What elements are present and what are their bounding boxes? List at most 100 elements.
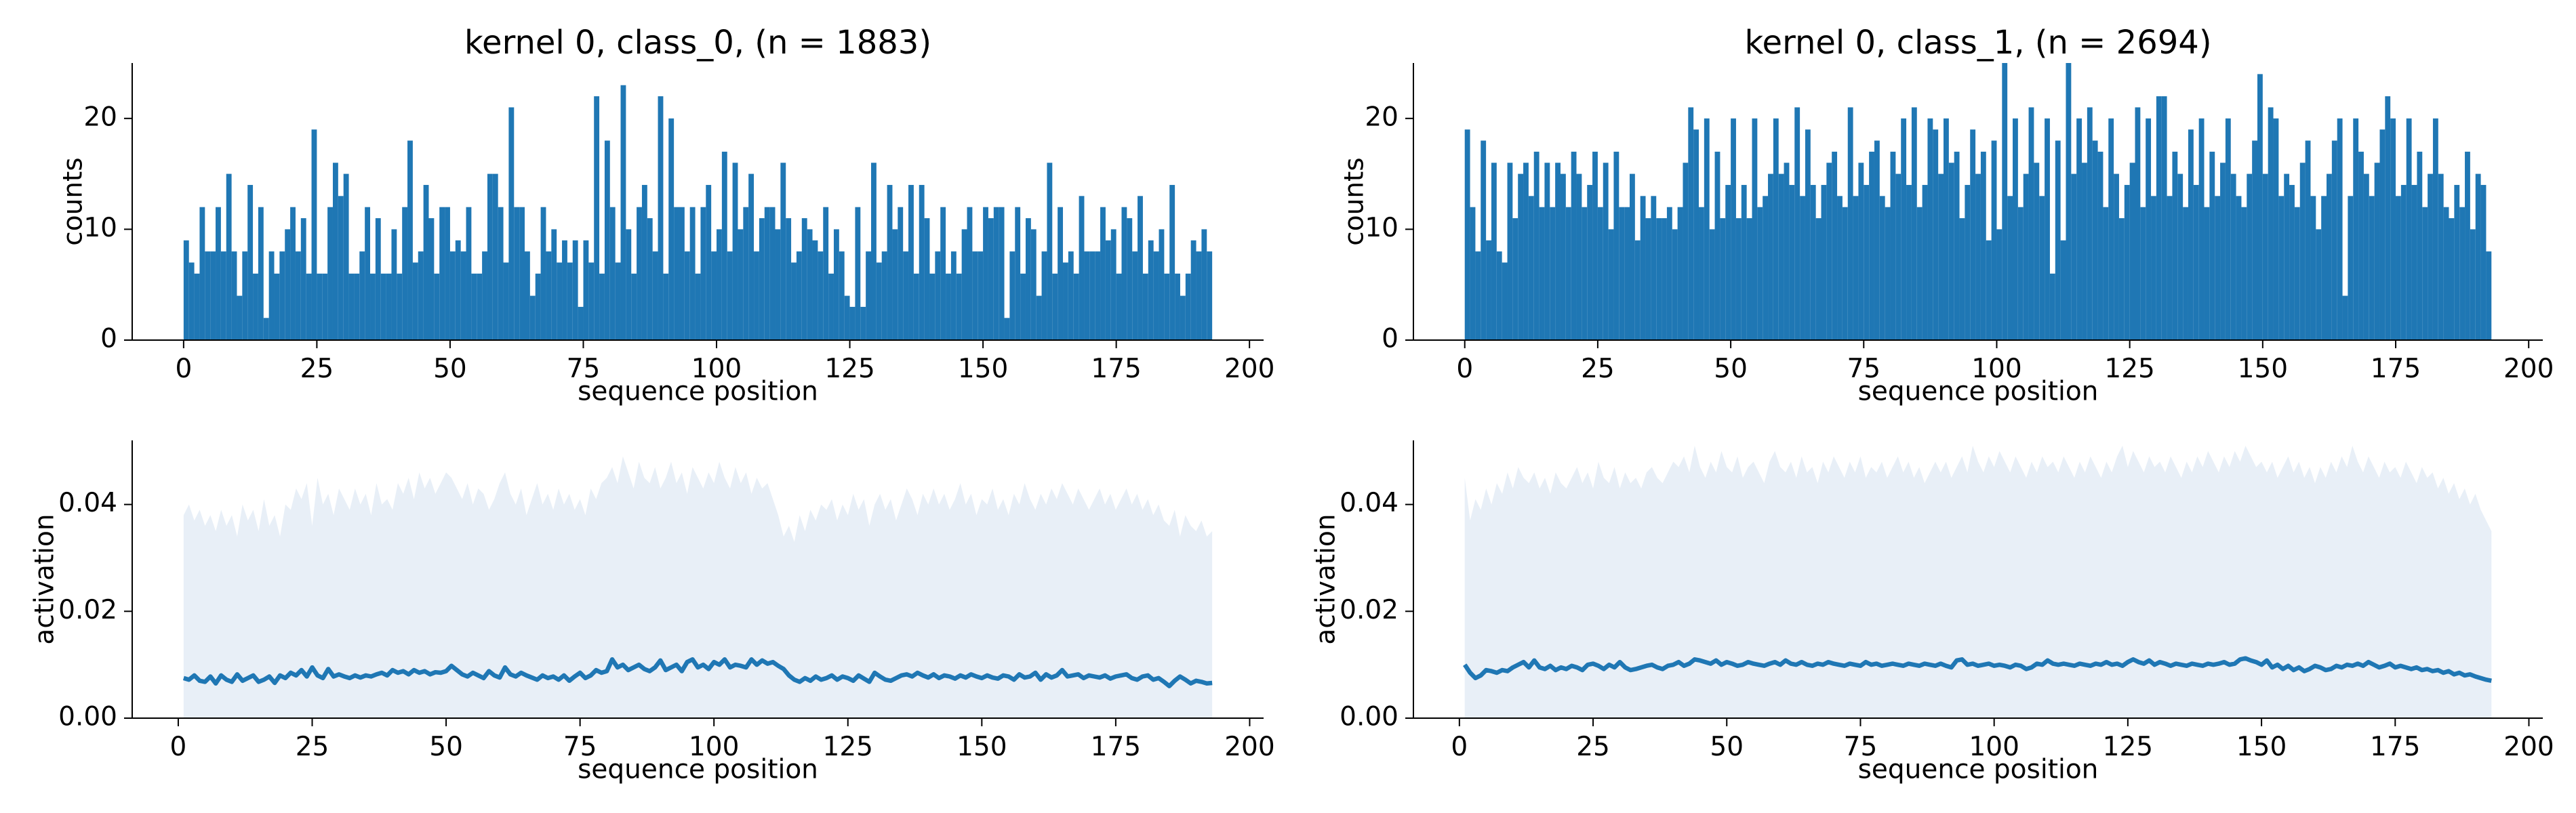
- bar: [2406, 118, 2412, 341]
- y-tick-label: 0: [1382, 324, 1398, 354]
- bar: [2092, 140, 2098, 340]
- bar: [1688, 107, 1694, 340]
- x-tick-label: 25: [1581, 354, 1615, 384]
- bar: [599, 273, 605, 340]
- bar: [1996, 229, 2003, 340]
- x-tick-label: 125: [823, 732, 873, 762]
- bar: [1068, 251, 1074, 340]
- bar: [1550, 207, 1556, 340]
- bar: [717, 229, 722, 340]
- bar: [546, 251, 552, 340]
- line: [182, 657, 1213, 688]
- bar: [449, 251, 456, 340]
- bar: [652, 251, 658, 340]
- bar: [1683, 163, 1689, 341]
- bar: [2225, 118, 2231, 341]
- bar: [1004, 318, 1010, 340]
- x-tick-label: 50: [1714, 354, 1748, 384]
- bar: [2374, 163, 2380, 341]
- bar: [1943, 118, 1949, 341]
- bar: [1512, 218, 1518, 340]
- bar: [2247, 173, 2253, 340]
- bar: [2422, 207, 2428, 340]
- bar: [1922, 184, 1928, 340]
- y-tick-label: 0.02: [1340, 595, 1398, 625]
- bar: [940, 207, 946, 340]
- bar: [913, 273, 919, 340]
- bar: [796, 251, 802, 340]
- bar: [343, 173, 349, 340]
- bar: [1185, 273, 1191, 340]
- bar: [402, 207, 408, 340]
- bar: [738, 229, 744, 340]
- bar: [1864, 184, 1870, 340]
- bar: [1496, 251, 1502, 340]
- bar: [1073, 273, 1079, 340]
- bar: [732, 163, 738, 341]
- bar: [1800, 196, 1805, 340]
- bar: [460, 251, 466, 340]
- bar: [689, 207, 696, 340]
- bar: [1826, 163, 1832, 341]
- bar: [2480, 184, 2487, 340]
- x-tick-label: 125: [2103, 732, 2153, 762]
- bar: [2327, 173, 2332, 340]
- bar: [1847, 107, 1853, 340]
- bar: [1810, 184, 1816, 340]
- bar: [1533, 151, 1539, 340]
- bar: [2118, 218, 2125, 340]
- bar: [540, 207, 546, 340]
- bar: [1837, 196, 1843, 340]
- bar: [588, 262, 595, 340]
- bar: [583, 240, 589, 340]
- bar: [1763, 196, 1769, 340]
- bar: [870, 163, 877, 341]
- bar: [2034, 163, 2040, 341]
- bar: [1619, 207, 1625, 340]
- y-axis-label: activation: [30, 514, 60, 644]
- bar: [1486, 240, 1491, 340]
- bar: [2230, 173, 2236, 340]
- bar: [188, 262, 195, 340]
- x-tick-label: 0: [1451, 732, 1468, 762]
- x-tick-label: 50: [433, 354, 467, 384]
- bar: [2278, 196, 2285, 340]
- bar: [1858, 163, 1864, 341]
- bar: [2411, 184, 2417, 340]
- bar: [594, 96, 600, 340]
- x-tick-label: 175: [2371, 354, 2421, 384]
- x-tick-label: 150: [957, 732, 1007, 762]
- bar: [1991, 140, 1997, 340]
- bar: [967, 207, 973, 340]
- bar: [1481, 140, 1487, 340]
- bar: [833, 229, 839, 340]
- bar: [1603, 163, 1609, 341]
- bar: [641, 184, 647, 340]
- bar: [2449, 218, 2455, 340]
- bar: [2396, 196, 2401, 340]
- bar: [1544, 163, 1550, 341]
- bar: [993, 207, 999, 340]
- bar: [2236, 196, 2242, 340]
- bar: [658, 96, 664, 340]
- bar: [327, 207, 333, 340]
- bar: [194, 273, 200, 340]
- bar: [348, 273, 355, 340]
- bar: [950, 251, 957, 340]
- bar: [844, 295, 850, 340]
- bar: [1704, 118, 1710, 341]
- bar: [1752, 118, 1758, 341]
- bar: [626, 229, 632, 340]
- bar: [1879, 196, 1885, 340]
- bar: [2060, 240, 2066, 340]
- bar: [1789, 184, 1795, 340]
- bar: [2049, 273, 2055, 340]
- bar: [1475, 251, 1481, 340]
- bar: [1079, 196, 1085, 340]
- bar: [1832, 151, 1838, 340]
- bar: [1196, 251, 1202, 340]
- bar: [1794, 107, 1800, 340]
- x-tick-label: 150: [958, 354, 1008, 384]
- bar: [434, 273, 440, 340]
- bar: [1560, 173, 1566, 340]
